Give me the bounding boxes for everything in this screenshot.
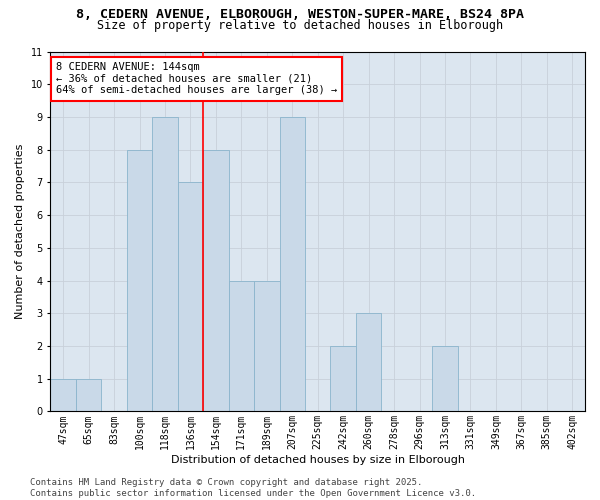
- Bar: [432, 346, 458, 412]
- Bar: [76, 378, 101, 412]
- Bar: [229, 280, 254, 411]
- Bar: [254, 280, 280, 411]
- Bar: [152, 117, 178, 412]
- Bar: [203, 150, 229, 412]
- Text: Size of property relative to detached houses in Elborough: Size of property relative to detached ho…: [97, 19, 503, 32]
- Bar: [356, 314, 382, 412]
- Y-axis label: Number of detached properties: Number of detached properties: [15, 144, 25, 319]
- Bar: [331, 346, 356, 412]
- Bar: [127, 150, 152, 412]
- Bar: [280, 117, 305, 412]
- X-axis label: Distribution of detached houses by size in Elborough: Distribution of detached houses by size …: [171, 455, 465, 465]
- Bar: [50, 378, 76, 412]
- Text: 8, CEDERN AVENUE, ELBOROUGH, WESTON-SUPER-MARE, BS24 8PA: 8, CEDERN AVENUE, ELBOROUGH, WESTON-SUPE…: [76, 8, 524, 20]
- Text: Contains HM Land Registry data © Crown copyright and database right 2025.
Contai: Contains HM Land Registry data © Crown c…: [30, 478, 476, 498]
- Bar: [178, 182, 203, 412]
- Text: 8 CEDERN AVENUE: 144sqm
← 36% of detached houses are smaller (21)
64% of semi-de: 8 CEDERN AVENUE: 144sqm ← 36% of detache…: [56, 62, 337, 96]
